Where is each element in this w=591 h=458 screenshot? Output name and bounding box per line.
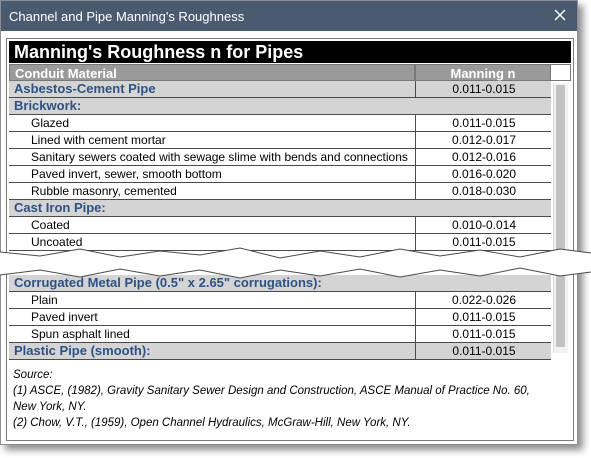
manning-n-value: 0.018-0.030 — [415, 183, 551, 199]
material-name: Paved invert — [31, 310, 98, 324]
material-name: Lined with cement mortar — [31, 133, 166, 147]
table-row: Plain 0.022-0.026 — [9, 292, 551, 309]
source-line-3: (2) Chow, V.T., (1959), Open Channel Hyd… — [13, 417, 411, 429]
column-header-manning-n: Manning n — [415, 64, 551, 81]
category-row: Asbestos-Cement Pipe 0.011-0.015 — [9, 81, 551, 98]
window-title: Channel and Pipe Manning's Roughness — [9, 9, 245, 24]
scrollbar-thumb[interactable] — [556, 85, 565, 347]
manning-n-value: 0.011-0.015 — [415, 326, 551, 342]
source-notes: Source: (1) ASCE, (1982), Gravity Sanita… — [13, 367, 553, 431]
material-name: Plastic Pipe (smooth): — [14, 343, 151, 358]
column-header-material: Conduit Material — [9, 64, 415, 81]
manning-n-value: 0.012-0.017 — [415, 132, 551, 148]
material-name: Rubble masonry, cemented — [31, 184, 177, 198]
manning-n-value: 0.011-0.015 — [415, 343, 551, 359]
manning-n-value — [415, 200, 551, 216]
table-body-top: Asbestos-Cement Pipe 0.011-0.015 Brickwork… — [9, 81, 551, 293]
material-name: Spun asphalt lined — [31, 327, 130, 341]
source-line-2: New York, NY. — [13, 401, 87, 413]
table-row: Spun asphalt lined 0.011-0.015 — [9, 326, 551, 343]
manning-n-value: 0.016-0.020 — [415, 166, 551, 182]
source-line-1: (1) ASCE, (1982), Gravity Sanitary Sewer… — [13, 385, 530, 397]
roughness-table-panel: Manning's Roughness n for Pipes Conduit … — [6, 38, 574, 441]
material-name: Corrugated Metal Pipe (0.5" x 2.65" corr… — [14, 275, 322, 290]
manning-n-value — [415, 98, 551, 114]
material-name: Asbestos-Cement Pipe — [14, 81, 156, 96]
category-row: Cast Iron Pipe: — [9, 200, 551, 217]
material-name: Brickwork: — [14, 98, 82, 113]
table-row: Lined with cement mortar 0.012-0.017 — [9, 132, 551, 149]
manning-n-value: 0.011-0.015 — [415, 115, 551, 131]
manning-n-value: 0.011-0.015 — [415, 81, 551, 97]
table-row: Uncoated 0.011-0.015 — [9, 234, 551, 251]
table-row: Sanitary sewers coated with sewage slime… — [9, 149, 551, 166]
material-name: Coated — [31, 218, 70, 232]
material-name: Plain — [31, 293, 58, 307]
manning-n-value: 0.012-0.016 — [415, 149, 551, 165]
category-row: Brickwork: — [9, 98, 551, 115]
table-row: Coated 0.010-0.014 — [9, 217, 551, 234]
manning-n-value — [415, 275, 551, 291]
manning-n-value: 0.011-0.015 — [415, 234, 551, 250]
material-name: Glazed — [31, 116, 70, 130]
title-bar: Channel and Pipe Manning's Roughness — [1, 1, 577, 31]
category-row: Corrugated Metal Pipe (0.5" x 2.65" corr… — [9, 275, 551, 292]
table-row: Paved invert 0.011-0.015 — [9, 309, 551, 326]
table-row: Rubble masonry, cemented 0.018-0.030 — [9, 183, 551, 200]
table-row: Paved invert, sewer, smooth bottom 0.016-… — [9, 166, 551, 183]
manning-n-value: 0.010-0.014 — [415, 217, 551, 233]
table-heading: Manning's Roughness n for Pipes — [9, 41, 571, 63]
material-name: Cast Iron Pipe: — [14, 200, 106, 215]
column-header-spacer — [551, 64, 571, 81]
table-row: Glazed 0.011-0.015 — [9, 115, 551, 132]
material-name: Uncoated — [31, 235, 83, 249]
category-row: Plastic Pipe (smooth): 0.011-0.015 — [9, 343, 551, 360]
material-name: Paved invert, sewer, smooth bottom — [31, 167, 222, 181]
close-button[interactable] — [551, 6, 569, 24]
manning-n-value: 0.022-0.026 — [415, 292, 551, 308]
table-body-bottom: Corrugated Metal Pipe (0.5" x 2.65" corr… — [9, 275, 551, 365]
manning-n-value: 0.011-0.015 — [415, 309, 551, 325]
close-icon — [554, 9, 566, 21]
material-name: Sanitary sewers coated with sewage slime… — [31, 150, 408, 164]
manning-roughness-window: Channel and Pipe Manning's Roughness Man… — [0, 0, 578, 445]
vertical-scrollbar[interactable] — [553, 83, 568, 353]
source-label: Source: — [13, 369, 53, 381]
